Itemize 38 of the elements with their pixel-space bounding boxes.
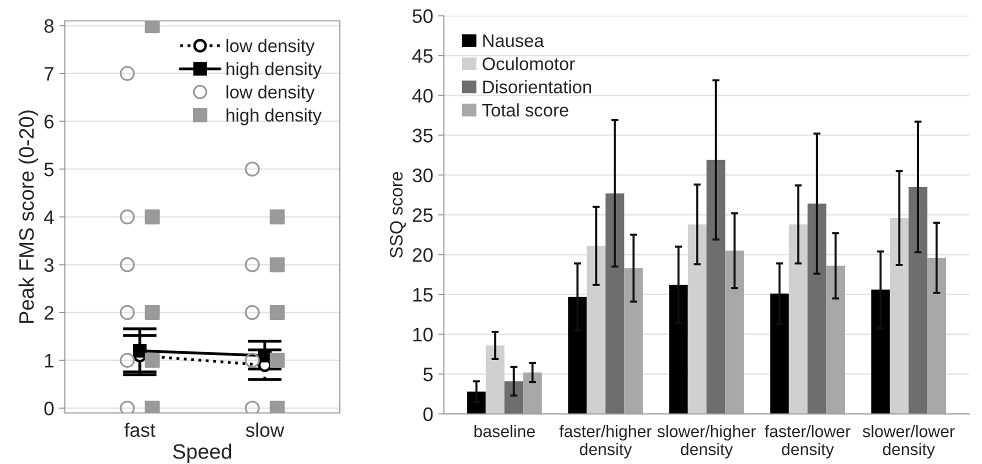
y-tick-label: 7 <box>44 67 54 81</box>
legend-label: Disorientation <box>483 80 592 94</box>
y-tick-label: 0 <box>44 402 54 416</box>
x-tick-label: faster/lower density <box>764 425 850 458</box>
x-axis-title: Speed <box>173 444 232 464</box>
x-tick-label: slower/higher density <box>657 425 756 458</box>
y-tick-label: 3 <box>44 258 54 272</box>
y-tick-label: 15 <box>413 288 433 302</box>
y-tick-label: 10 <box>413 328 433 342</box>
y-tick-label: 6 <box>44 114 54 129</box>
x-tick-label: slower/lower density <box>862 425 955 458</box>
y-tick-label: 5 <box>423 368 433 382</box>
legend-label: Oculomotor <box>482 56 575 70</box>
y-tick-label: 8 <box>44 19 54 33</box>
legend-label: low density <box>226 38 315 56</box>
y-tick-label: 50 <box>412 9 433 24</box>
legend-label: Nausea <box>483 34 544 48</box>
x-tick-label: fast <box>124 422 156 437</box>
x-tick-label: faster/higher density <box>559 425 652 458</box>
y-tick-label: 25 <box>412 208 433 222</box>
y-tick-label: 2 <box>44 306 54 320</box>
y-tick-label: 1 <box>45 354 54 368</box>
y-tick-label: 30 <box>412 168 433 182</box>
y-axis-title: Peak FMS score (0-20) <box>18 110 38 323</box>
y-axis-title: SSQ score <box>390 172 406 258</box>
x-tick-label: baseline <box>474 425 535 438</box>
y-tick-label: 20 <box>412 248 433 262</box>
legend-label: low density <box>226 85 315 102</box>
legend-label: high density <box>226 62 322 79</box>
legend-label: high density <box>226 108 322 126</box>
y-tick-label: 4 <box>44 210 54 224</box>
legend-label: Total score <box>482 103 568 117</box>
y-tick-label: 45 <box>412 49 433 63</box>
y-tick-label: 35 <box>412 128 433 142</box>
y-tick-label: 0 <box>423 407 433 422</box>
x-tick-label: slow <box>246 422 284 437</box>
y-tick-label: 40 <box>412 88 433 103</box>
y-tick-label: 5 <box>44 162 54 176</box>
